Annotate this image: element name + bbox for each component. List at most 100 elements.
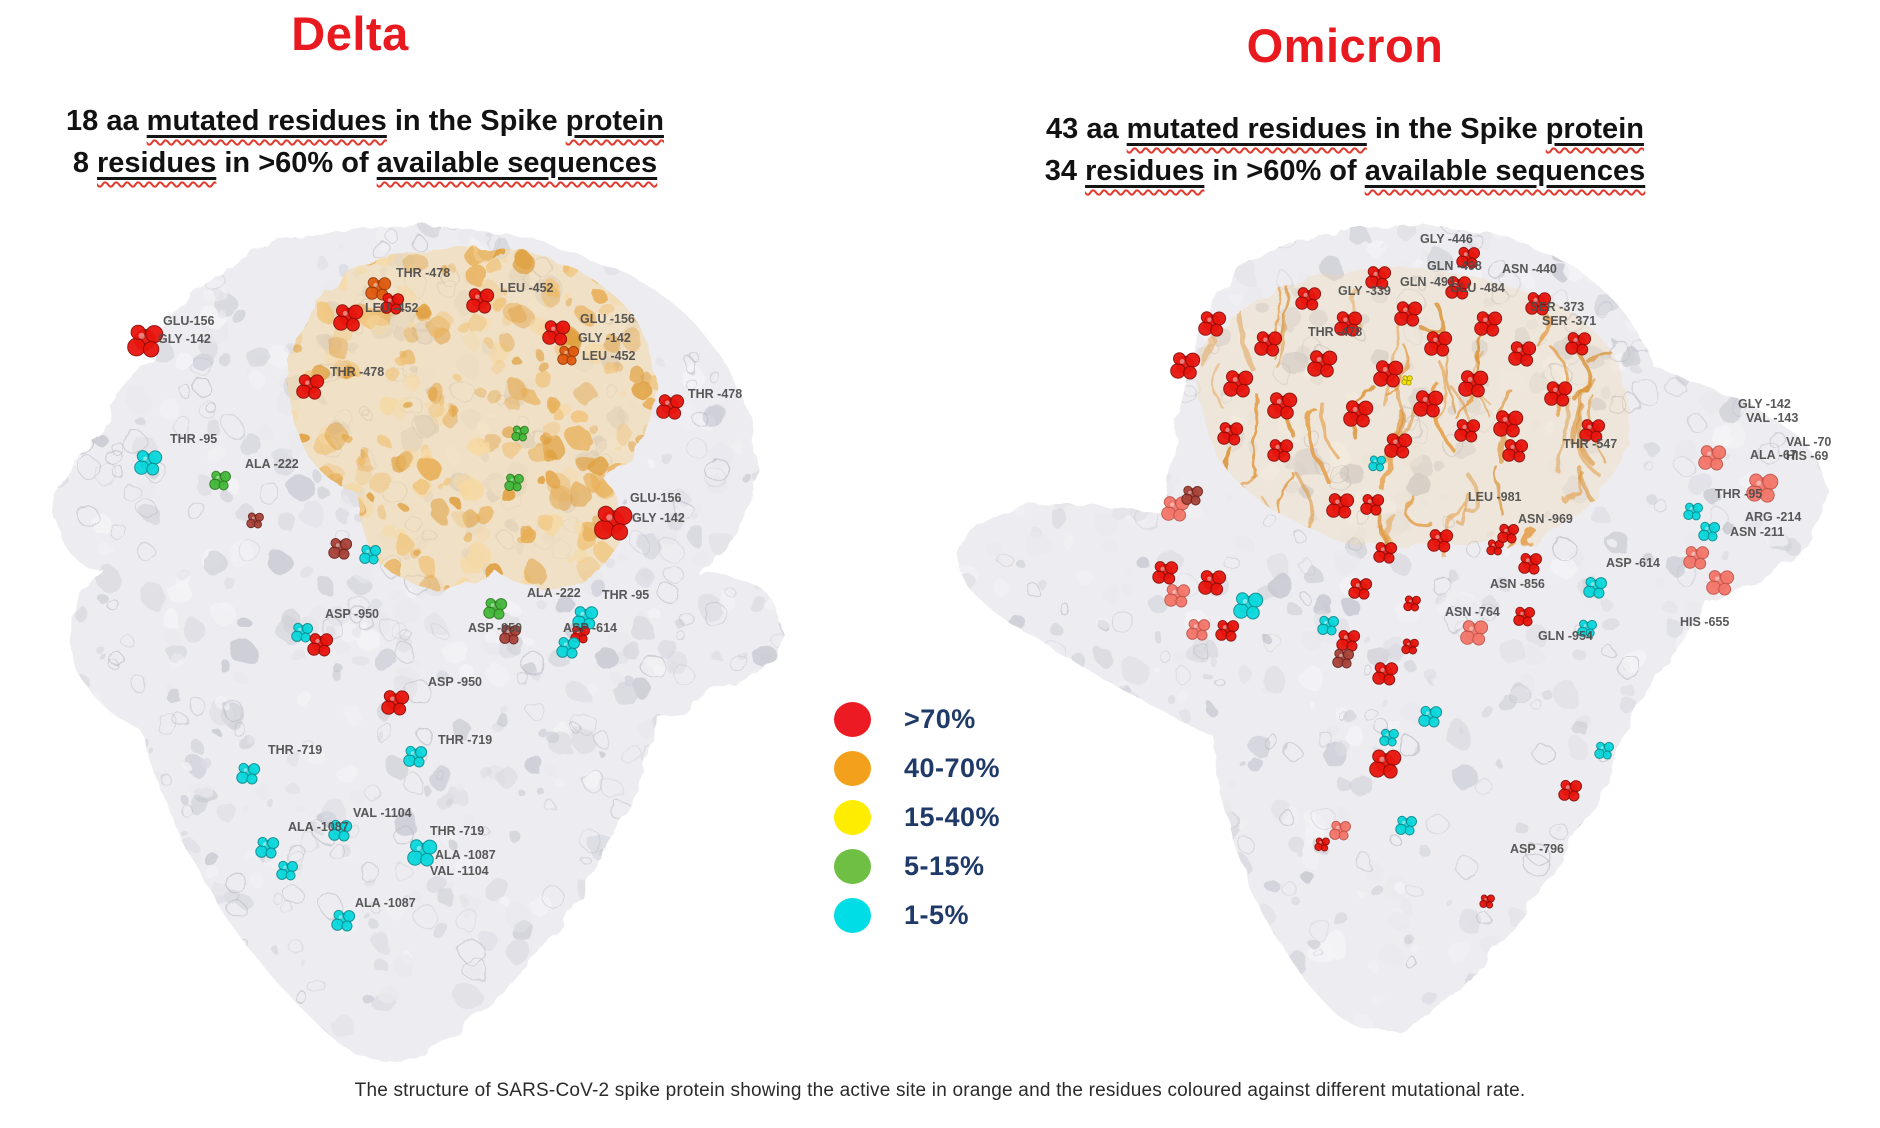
delta-subtitle-line1: 18 aa mutated residues in the Spike prot…	[0, 100, 730, 142]
omicron-subtitle-line1: 43 aa mutated residues in the Spike prot…	[950, 108, 1740, 150]
residue-cluster	[1373, 542, 1398, 564]
residue-label: ALA -1087	[435, 848, 496, 862]
subtitle-text-run: in the Spike	[386, 105, 566, 137]
legend-swatch	[834, 701, 871, 737]
residue-label: GLY -339	[1338, 284, 1391, 298]
residue-cluster	[1317, 615, 1339, 636]
residue-label: THR -478	[330, 365, 384, 379]
residue-cluster	[331, 909, 356, 932]
residue-cluster	[511, 425, 529, 442]
residue-cluster	[246, 512, 264, 529]
residue-cluster	[1373, 360, 1404, 388]
legend-label: 40-70%	[904, 752, 1001, 783]
residue-cluster	[1394, 301, 1423, 327]
residue-cluster	[127, 324, 164, 358]
residue-cluster	[255, 836, 280, 859]
legend-swatch	[834, 750, 871, 786]
subtitle-text-run: protein	[565, 105, 664, 137]
delta-title: Delta	[30, 6, 670, 61]
residue-cluster	[1348, 578, 1373, 600]
delta-subtitle: 18 aa mutated residues in the Spike prot…	[0, 100, 730, 184]
residue-label: VAL -70	[1786, 435, 1831, 449]
residue-label: LEU -452	[582, 349, 636, 363]
residue-cluster	[1403, 595, 1421, 612]
residue-cluster	[1518, 553, 1542, 575]
delta-title-text: Delta	[291, 7, 409, 60]
legend-item: 15-40%	[834, 798, 1000, 836]
omicron-subtitle-line2: 34 residues in >60% of available sequenc…	[950, 150, 1740, 192]
figure-caption: The structure of SARS-CoV-2 spike protei…	[354, 1080, 1526, 1101]
residue-cluster	[1497, 523, 1519, 544]
residue-cluster	[1594, 741, 1614, 760]
residue-cluster	[594, 505, 633, 541]
residue-cluster	[1267, 392, 1298, 420]
residue-cluster	[1198, 570, 1227, 596]
residue-cluster	[236, 762, 261, 785]
subtitle-text-run: protein	[1545, 113, 1644, 145]
residue-label: ASN -969	[1518, 512, 1573, 526]
residue-label: GLU-156	[630, 491, 681, 505]
residue-label: ALA -1087	[288, 820, 349, 834]
residue-cluster	[1332, 648, 1354, 669]
residue-label: LEU -981	[1468, 490, 1522, 504]
residue-cluster	[1698, 521, 1720, 542]
legend-item: 5-15%	[834, 847, 1000, 885]
legend-label: >70%	[904, 703, 976, 734]
residue-label: ASP -950	[468, 621, 522, 635]
residue-cluster	[1217, 422, 1244, 446]
legend-item: 40-70%	[834, 749, 1000, 787]
residue-cluster	[1369, 749, 1402, 779]
residue-cluster	[1513, 606, 1535, 627]
residue-cluster	[1215, 620, 1240, 642]
omicron-subtitle: 43 aa mutated residues in the Spike prot…	[950, 108, 1740, 192]
legend-swatch	[834, 799, 871, 835]
residue-cluster	[1445, 276, 1472, 300]
residue-cluster	[542, 320, 571, 346]
residue-cluster	[1254, 331, 1283, 357]
subtitle-text-run: residues	[1085, 155, 1205, 187]
residue-label: GLN -954	[1538, 629, 1593, 643]
residue-cluster	[1360, 494, 1385, 516]
residue-cluster	[1334, 311, 1363, 337]
residue-cluster	[1502, 439, 1529, 463]
subtitle-text-run: in the Spike	[1366, 113, 1546, 145]
subtitle-text-run: 43 aa	[1046, 113, 1127, 145]
residue-cluster	[466, 288, 495, 314]
residue-label: LEU -452	[365, 301, 419, 315]
residue-label: GLY -142	[158, 332, 211, 346]
legend-item: 1-5%	[834, 896, 1000, 934]
residue-label: GLY -446	[1420, 232, 1473, 246]
subtitle-text-run: available sequences	[1364, 155, 1646, 187]
residue-cluster	[1456, 246, 1480, 269]
residue-cluster	[1152, 561, 1179, 585]
residue-label: ASP -614	[563, 621, 617, 635]
residue-cluster	[1395, 815, 1417, 836]
residue-cluster	[1683, 502, 1703, 521]
residue-cluster	[1343, 400, 1374, 428]
subtitle-text-run: residues	[97, 147, 217, 179]
residue-label: VAL -1104	[353, 806, 412, 820]
legend-swatch	[834, 848, 871, 884]
subtitle-text-run: in >60% of	[216, 147, 377, 179]
residue-label: ASN -856	[1490, 577, 1545, 591]
legend-label: 15-40%	[904, 801, 1001, 832]
residue-cluster	[1424, 331, 1453, 357]
legend-label: 5-15%	[904, 850, 985, 881]
residue-cluster	[296, 374, 325, 400]
residue-label: VAL -1104	[430, 864, 489, 878]
residue-cluster	[380, 292, 405, 315]
residue-label: THR -95	[1715, 487, 1762, 501]
residue-cluster	[1329, 820, 1351, 841]
residue-cluster	[403, 745, 428, 768]
residue-label: THR -547	[1563, 437, 1617, 451]
residue-label: HIS -655	[1680, 615, 1729, 629]
residue-label: THR -95	[170, 432, 217, 446]
residue-cluster	[1577, 619, 1597, 638]
residue-cluster	[1746, 473, 1779, 503]
residue-label: SER -373	[1530, 300, 1584, 314]
residue-cluster	[499, 624, 521, 645]
residue-cluster	[134, 450, 163, 476]
residue-cluster	[1583, 577, 1607, 599]
